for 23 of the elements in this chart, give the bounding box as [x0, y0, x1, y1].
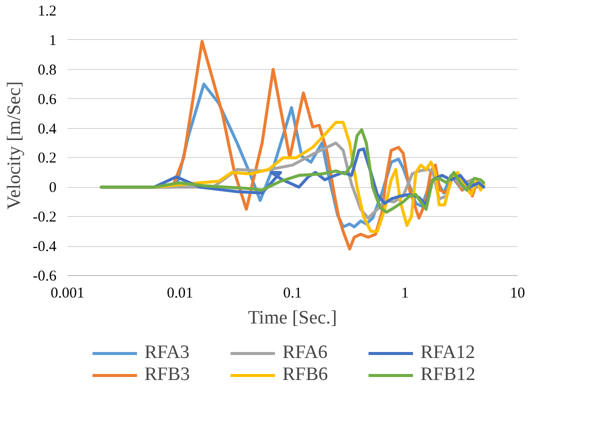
- x-tick-label: 10: [510, 286, 525, 302]
- y-tick-label: -0.2: [32, 210, 57, 226]
- x-tick-label: 0.001: [50, 286, 84, 302]
- legend-label: RFA12: [420, 342, 476, 364]
- x-axis-title: Time [Sec.]: [248, 308, 338, 328]
- legend-label: RFB12: [420, 364, 476, 386]
- legend-label: RFA6: [282, 342, 329, 364]
- x-tick-label: 1: [401, 286, 409, 302]
- y-tick-label: 1.2: [38, 4, 56, 20]
- legend-label: RFB6: [282, 364, 329, 386]
- y-tick-label: 0.8: [38, 62, 56, 78]
- x-tick-label: 0.01: [166, 286, 194, 302]
- y-tick-label: 0.6: [38, 92, 57, 108]
- legend-label: RFA3: [144, 342, 191, 364]
- legend-label: RFB3: [144, 364, 191, 386]
- y-tick-label: -0.6: [32, 268, 57, 284]
- x-tick-label: 0.1: [283, 286, 302, 302]
- y-tick-label: -0.4: [32, 239, 57, 256]
- y-tick-label: 1: [49, 32, 56, 49]
- y-tick-label: 0.4: [38, 121, 57, 138]
- y-tick-label: 0.2: [38, 150, 56, 167]
- y-tick-label: 0: [49, 180, 56, 196]
- y-axis-title: Velocity [m/Sec]: [4, 81, 25, 210]
